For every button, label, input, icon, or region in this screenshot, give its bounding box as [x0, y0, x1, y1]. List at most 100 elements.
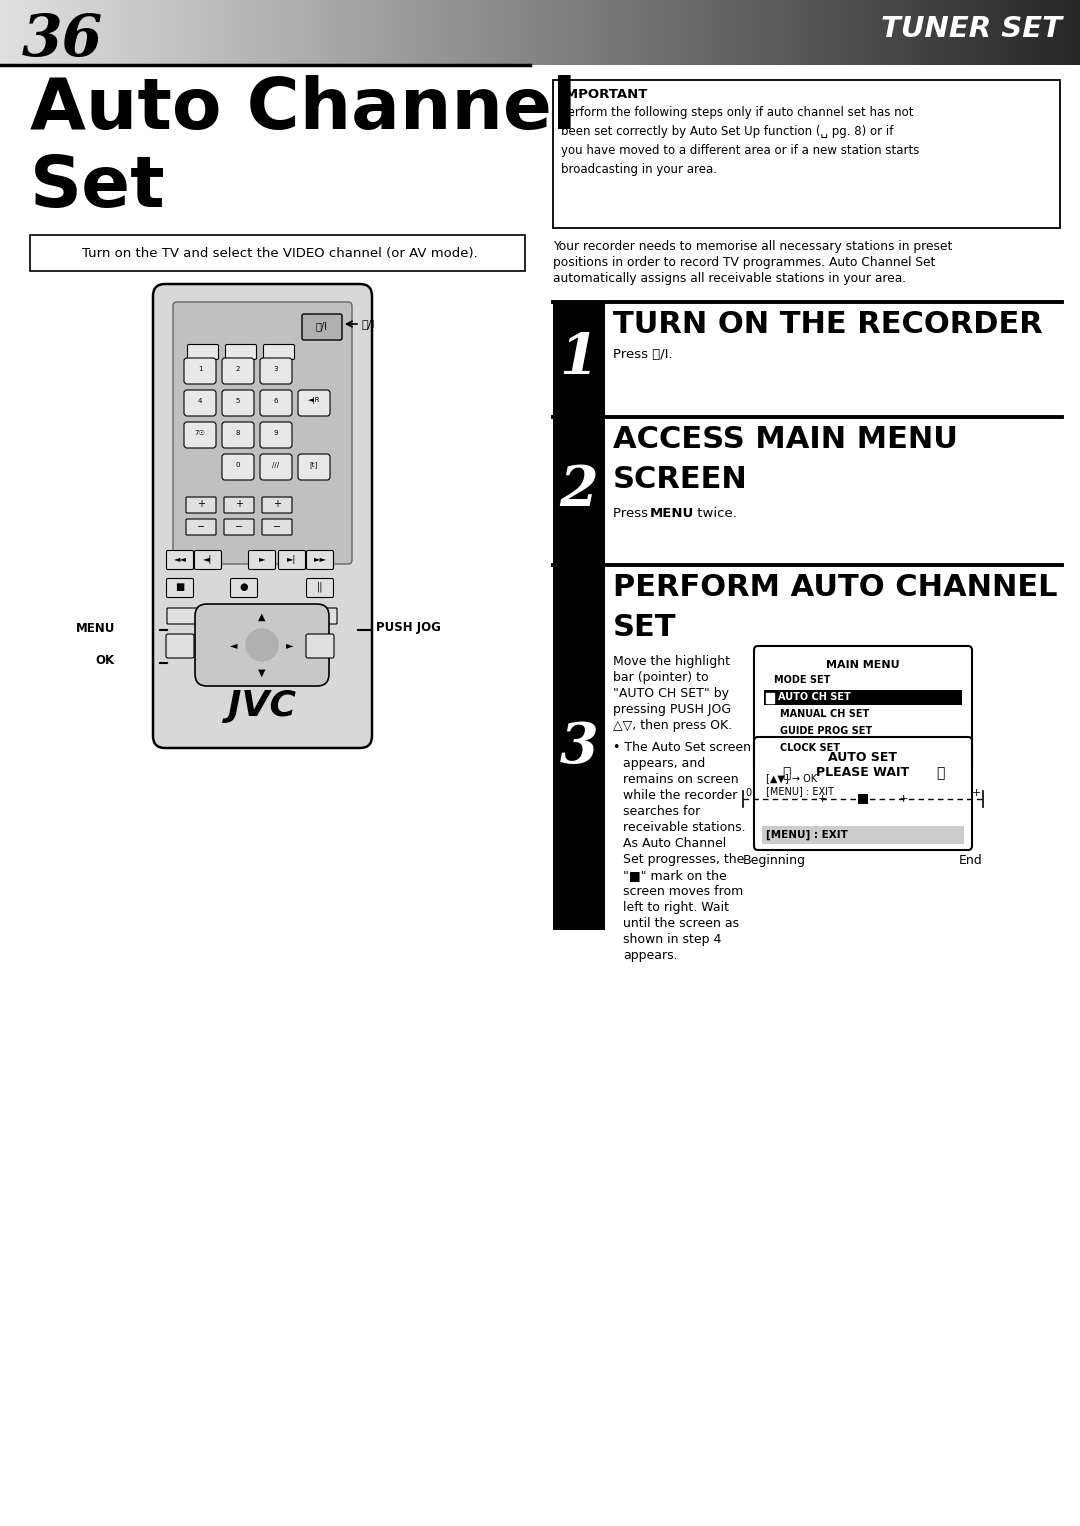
- Bar: [149, 0, 151, 66]
- Bar: [30, 235, 525, 272]
- Bar: [313, 0, 315, 66]
- Bar: [975, 0, 977, 66]
- Bar: [1021, 0, 1023, 66]
- Bar: [961, 0, 963, 66]
- Bar: [575, 0, 576, 66]
- FancyBboxPatch shape: [194, 551, 221, 569]
- Bar: [765, 0, 767, 66]
- Bar: [738, 0, 740, 66]
- Bar: [834, 0, 835, 66]
- Bar: [184, 0, 186, 66]
- Bar: [640, 0, 643, 66]
- Bar: [727, 0, 729, 66]
- Bar: [543, 0, 545, 66]
- Bar: [221, 0, 224, 66]
- Text: until the screen as: until the screen as: [623, 917, 739, 929]
- Bar: [346, 0, 348, 66]
- Bar: [300, 0, 302, 66]
- Text: appears, and: appears, and: [623, 757, 705, 771]
- Bar: [90, 0, 92, 66]
- Bar: [905, 0, 907, 66]
- Bar: [132, 0, 133, 66]
- Bar: [553, 79, 1059, 227]
- Bar: [623, 0, 624, 66]
- Bar: [65, 0, 67, 66]
- FancyBboxPatch shape: [195, 604, 329, 687]
- Bar: [504, 0, 505, 66]
- Text: Turn on the TV and select the VIDEO channel (or AV mode).: Turn on the TV and select the VIDEO chan…: [82, 247, 477, 259]
- Bar: [670, 0, 672, 66]
- Bar: [441, 0, 443, 66]
- Bar: [1028, 0, 1029, 66]
- Bar: [176, 0, 178, 66]
- Bar: [491, 0, 494, 66]
- Bar: [164, 0, 165, 66]
- Bar: [181, 0, 184, 66]
- FancyBboxPatch shape: [222, 391, 254, 417]
- Bar: [799, 0, 801, 66]
- Bar: [1077, 0, 1078, 66]
- Bar: [462, 0, 464, 66]
- FancyBboxPatch shape: [230, 578, 257, 598]
- Bar: [232, 0, 234, 66]
- Bar: [418, 0, 419, 66]
- Bar: [821, 0, 823, 66]
- Text: ⏻/I: ⏻/I: [362, 319, 376, 330]
- Bar: [292, 0, 294, 66]
- Bar: [564, 0, 565, 66]
- Bar: [889, 0, 891, 66]
- Text: AUTO SET: AUTO SET: [828, 751, 897, 765]
- Bar: [410, 0, 413, 66]
- Bar: [748, 0, 751, 66]
- Bar: [281, 0, 283, 66]
- Bar: [572, 0, 575, 66]
- FancyBboxPatch shape: [239, 607, 269, 624]
- Bar: [1055, 0, 1056, 66]
- Bar: [1044, 0, 1045, 66]
- Bar: [637, 0, 639, 66]
- Bar: [437, 0, 440, 66]
- Bar: [116, 0, 117, 66]
- Bar: [144, 0, 146, 66]
- Bar: [389, 0, 391, 66]
- Bar: [362, 0, 364, 66]
- Bar: [342, 0, 343, 66]
- Bar: [819, 0, 821, 66]
- Bar: [454, 0, 456, 66]
- Bar: [1048, 0, 1050, 66]
- Bar: [775, 0, 778, 66]
- FancyBboxPatch shape: [307, 578, 334, 598]
- Bar: [1042, 0, 1044, 66]
- Bar: [756, 0, 758, 66]
- Bar: [781, 0, 783, 66]
- Bar: [824, 0, 826, 66]
- Bar: [315, 0, 316, 66]
- Bar: [486, 0, 488, 66]
- Bar: [472, 0, 473, 66]
- Text: +: +: [972, 787, 981, 798]
- Bar: [929, 0, 931, 66]
- Bar: [1013, 0, 1015, 66]
- Bar: [907, 0, 909, 66]
- Bar: [981, 0, 983, 66]
- Bar: [180, 0, 181, 66]
- Bar: [105, 0, 106, 66]
- Bar: [926, 0, 927, 66]
- Bar: [880, 0, 882, 66]
- Bar: [764, 690, 962, 705]
- Bar: [365, 0, 367, 66]
- Text: Set progresses, the: Set progresses, the: [623, 853, 744, 865]
- FancyBboxPatch shape: [153, 284, 372, 748]
- Bar: [387, 0, 389, 66]
- Bar: [527, 0, 529, 66]
- Bar: [151, 0, 153, 66]
- Bar: [1034, 0, 1035, 66]
- Bar: [818, 0, 819, 66]
- Bar: [988, 0, 990, 66]
- Bar: [78, 0, 79, 66]
- Bar: [106, 0, 108, 66]
- Bar: [624, 0, 626, 66]
- Bar: [576, 0, 578, 66]
- Bar: [473, 0, 475, 66]
- Bar: [94, 0, 95, 66]
